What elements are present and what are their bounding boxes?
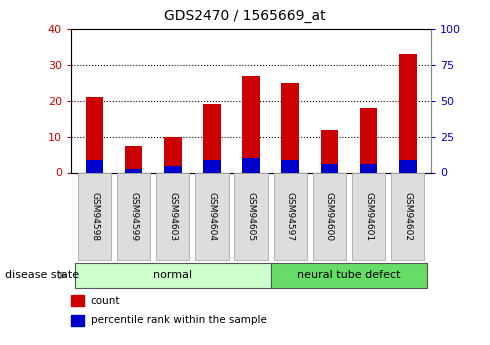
Bar: [203, 160, 221, 172]
FancyBboxPatch shape: [270, 263, 427, 288]
Text: GSM94601: GSM94601: [364, 192, 373, 241]
Bar: [71, 295, 84, 306]
FancyBboxPatch shape: [78, 174, 111, 259]
Text: GDS2470 / 1565669_at: GDS2470 / 1565669_at: [164, 9, 326, 23]
Bar: [243, 158, 260, 172]
Text: GSM94605: GSM94605: [246, 192, 256, 241]
Bar: [399, 55, 416, 172]
Bar: [360, 164, 377, 172]
Bar: [164, 166, 182, 172]
Bar: [243, 76, 260, 172]
Bar: [164, 137, 182, 172]
Bar: [281, 83, 299, 172]
Bar: [203, 105, 221, 172]
Text: disease state: disease state: [5, 270, 79, 280]
FancyBboxPatch shape: [117, 174, 150, 259]
Bar: [125, 169, 143, 172]
Bar: [281, 160, 299, 172]
Text: GSM94597: GSM94597: [286, 192, 295, 241]
Bar: [86, 97, 103, 172]
Bar: [320, 164, 338, 172]
Bar: [360, 108, 377, 172]
Text: GSM94603: GSM94603: [169, 192, 177, 241]
Bar: [71, 315, 84, 326]
FancyBboxPatch shape: [196, 174, 229, 259]
FancyBboxPatch shape: [156, 174, 190, 259]
FancyBboxPatch shape: [235, 174, 268, 259]
Bar: [320, 129, 338, 172]
FancyBboxPatch shape: [273, 174, 307, 259]
Text: GSM94602: GSM94602: [403, 192, 412, 241]
Bar: [399, 160, 416, 172]
FancyBboxPatch shape: [75, 263, 270, 288]
Bar: [125, 146, 143, 172]
FancyBboxPatch shape: [391, 174, 424, 259]
Text: count: count: [91, 296, 121, 306]
Text: neural tube defect: neural tube defect: [297, 270, 401, 280]
Text: percentile rank within the sample: percentile rank within the sample: [91, 315, 267, 325]
Text: GSM94600: GSM94600: [325, 192, 334, 241]
Text: normal: normal: [153, 270, 193, 280]
Text: GSM94598: GSM94598: [90, 192, 99, 241]
Text: GSM94599: GSM94599: [129, 192, 138, 241]
Text: GSM94604: GSM94604: [207, 192, 217, 241]
Bar: [86, 160, 103, 172]
FancyBboxPatch shape: [313, 174, 346, 259]
FancyBboxPatch shape: [352, 174, 385, 259]
